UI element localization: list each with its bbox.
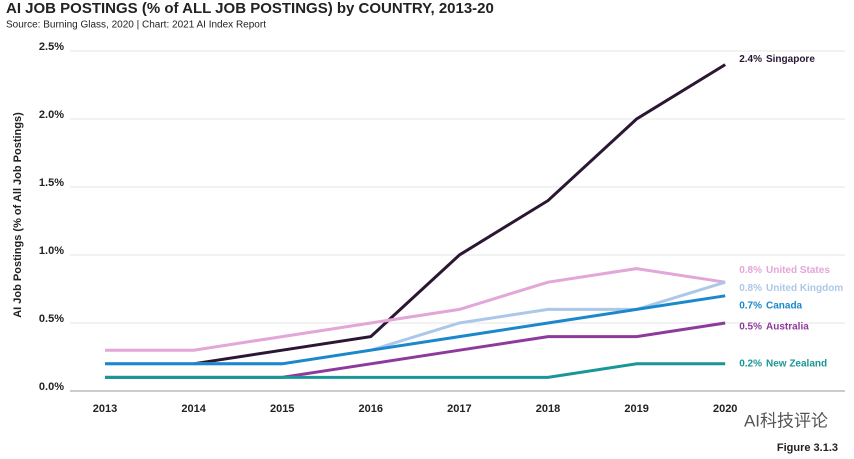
x-tick-label: 2013: [93, 403, 117, 415]
x-tick-label: 2015: [270, 403, 294, 415]
legend-label: Canada: [766, 300, 803, 311]
y-tick-label: 1.5%: [39, 177, 64, 189]
legend-label: Australia: [766, 322, 809, 333]
legend-label: United Kingdom: [766, 283, 843, 294]
chart-subtitle: Source: Burning Glass, 2020 | Chart: 202…: [6, 20, 266, 31]
series-line: [105, 362, 726, 379]
value-label: 0.2%: [739, 358, 762, 369]
value-label: 0.8%: [739, 265, 762, 276]
x-tick-label: 2020: [713, 403, 737, 415]
x-tick-label: 2016: [359, 403, 383, 415]
series-line: [105, 267, 726, 352]
y-axis-label: AI Job Postings (% of All Job Postings): [12, 112, 24, 318]
series-line: [105, 294, 726, 366]
value-label: 0.5%: [739, 322, 762, 333]
x-tick-label: 2017: [447, 403, 471, 415]
y-tick-label: 0.5%: [39, 313, 64, 325]
value-label: 2.4%: [739, 54, 762, 65]
y-tick-label: 0.0%: [39, 381, 64, 393]
figure-label: Figure 3.1.3: [777, 442, 838, 454]
x-tick-label: 2014: [181, 403, 206, 415]
legend-label: United States: [766, 265, 830, 276]
value-label: 0.8%: [739, 283, 762, 294]
y-tick-label: 1.0%: [39, 245, 64, 257]
watermark: AI科技评论: [744, 411, 828, 430]
chart-title: AI JOB POSTINGS (% of ALL JOB POSTINGS) …: [6, 0, 494, 17]
value-label: 0.7%: [739, 300, 762, 311]
y-tick-label: 2.0%: [39, 109, 64, 121]
x-tick-label: 2019: [624, 403, 648, 415]
x-tick-label: 2018: [536, 403, 560, 415]
legend-label: New Zealand: [766, 358, 827, 369]
y-tick-label: 2.5%: [39, 41, 64, 53]
series-line: [193, 63, 726, 366]
legend-label: Singapore: [766, 54, 815, 65]
